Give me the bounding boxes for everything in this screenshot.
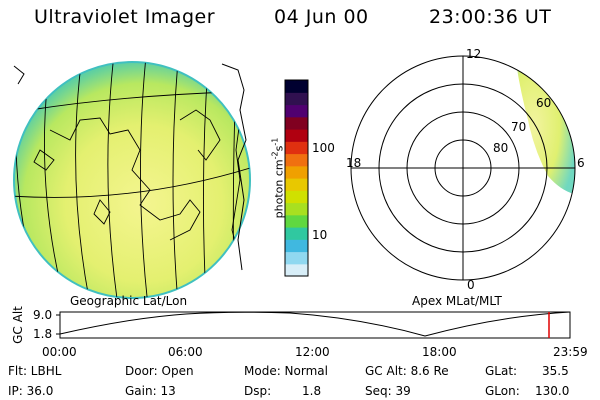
mlt-label-0: 0 xyxy=(467,278,475,292)
mlt-label-12: 12 xyxy=(466,47,482,61)
mlt-label-18: 18 xyxy=(346,156,362,170)
colorbar-segment xyxy=(285,141,308,155)
glon-label: GLon: xyxy=(485,384,520,398)
colorbar-tick-10: 10 xyxy=(312,228,328,242)
colorbar-segment xyxy=(285,129,308,142)
colorbar-segment xyxy=(285,251,308,265)
intensity-colorbar xyxy=(284,79,309,277)
unit-exp1: -2 xyxy=(270,151,280,160)
colorbar-tick-100: 100 xyxy=(312,141,335,155)
mlat-label-70: 70 xyxy=(511,120,527,134)
polar-mlat-mlt-plot xyxy=(350,55,576,281)
door-status: Door: Open xyxy=(125,364,194,378)
altitude-plot xyxy=(56,311,571,339)
colorbar-segment xyxy=(285,92,308,106)
glat-value: 35.5 xyxy=(542,364,569,378)
app-title: Ultraviolet Imager xyxy=(34,6,216,28)
geographic-caption: Geographic Lat/Lon xyxy=(70,294,188,308)
altitude-ymin: 1.8 xyxy=(33,327,53,341)
colorbar-unit-label: photon cm-2s-1 xyxy=(271,138,286,219)
colorbar-segment xyxy=(285,202,308,216)
colorbar-segment xyxy=(285,80,308,93)
glon-value: 130.0 xyxy=(535,384,570,398)
time-tick-0000: 00:00 xyxy=(42,345,77,359)
unit-main: photon cm xyxy=(272,159,286,219)
filter-value: Flt: LBHL xyxy=(8,364,62,378)
time-tick-1200: 12:00 xyxy=(295,345,330,359)
colorbar-segment xyxy=(285,190,308,204)
unit-s: s xyxy=(272,145,286,152)
colorbar-segment xyxy=(285,227,308,240)
time-tick-1800: 18:00 xyxy=(422,345,457,359)
apex-caption: Apex MLat/MLT xyxy=(412,294,502,308)
gc-altitude-value: GC Alt: 8.6 Re xyxy=(365,364,449,378)
mlt-label-6: 6 xyxy=(577,156,585,170)
earth-disk-image xyxy=(13,61,251,299)
ip-value: IP: 36.0 xyxy=(8,384,54,398)
colorbar-segment xyxy=(285,263,308,277)
dsp-value: 1.8 xyxy=(302,384,322,398)
seq-value: Seq: 39 xyxy=(365,384,411,398)
mlat-label-80: 80 xyxy=(493,141,509,155)
colorbar-segment xyxy=(285,116,308,130)
dsp-label: Dsp: xyxy=(244,384,272,398)
unit-exp2: -1 xyxy=(270,137,280,146)
colorbar-segment xyxy=(285,165,308,179)
colorbar-segment xyxy=(285,239,308,253)
observation-date: 04 Jun 00 xyxy=(274,6,369,28)
glat-label: GLat: xyxy=(485,364,518,378)
time-tick-2359: 23:59 xyxy=(553,345,588,359)
altitude-ylabel: GC Alt xyxy=(11,306,25,344)
mode-value: Mode: Normal xyxy=(244,364,328,378)
colorbar-segment xyxy=(285,214,308,228)
time-tick-0600: 06:00 xyxy=(168,345,203,359)
observation-time: 23:00:36 UT xyxy=(429,6,552,28)
gain-value: Gain: 13 xyxy=(125,384,176,398)
colorbar-segment xyxy=(285,153,308,167)
altitude-ymax: 9.0 xyxy=(33,308,53,322)
mlat-label-60: 60 xyxy=(536,96,552,110)
colorbar-segment xyxy=(285,178,308,191)
colorbar-segment xyxy=(285,104,308,118)
